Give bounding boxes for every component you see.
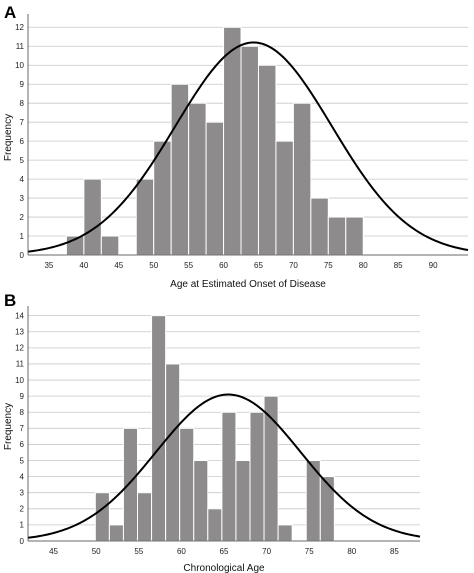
x-tick-label: 45 bbox=[114, 261, 123, 270]
x-tick-label: 60 bbox=[219, 261, 228, 270]
histogram-bar bbox=[235, 460, 251, 542]
y-tick-label: 8 bbox=[20, 408, 25, 417]
y-tick-label: 0 bbox=[20, 251, 25, 260]
normal-curve bbox=[27, 393, 421, 539]
histogram-bar bbox=[257, 64, 277, 256]
histogram-bar bbox=[94, 492, 110, 542]
y-tick-label: 12 bbox=[15, 344, 24, 353]
histogram-bar bbox=[193, 460, 209, 542]
y-tick-label: 10 bbox=[15, 376, 24, 385]
y-tick-label: 12 bbox=[15, 23, 24, 32]
histogram-bar bbox=[207, 508, 223, 542]
histogram-bar bbox=[221, 411, 237, 542]
y-tick-label: 8 bbox=[20, 99, 25, 108]
y-tick-label: 2 bbox=[20, 505, 25, 514]
y-tick-label: 3 bbox=[20, 489, 25, 498]
y-tick-label: 7 bbox=[20, 424, 25, 433]
x-tick-label: 70 bbox=[289, 261, 298, 270]
histogram-bar bbox=[327, 216, 347, 256]
histogram-bar bbox=[137, 492, 153, 542]
histogram-bar bbox=[223, 26, 242, 256]
histogram-bar bbox=[151, 315, 167, 542]
y-tick-label: 3 bbox=[20, 194, 25, 203]
panel-letter: A bbox=[4, 3, 16, 22]
histogram-bar bbox=[135, 178, 155, 256]
histogram-bar bbox=[205, 121, 225, 256]
histogram-bar bbox=[310, 197, 329, 256]
histogram-bar bbox=[345, 216, 364, 256]
x-tick-label: 85 bbox=[394, 261, 403, 270]
x-axis-label: Chronological Age bbox=[183, 563, 265, 573]
x-tick-label: 55 bbox=[134, 547, 143, 556]
y-tick-label: 11 bbox=[16, 360, 25, 369]
x-tick-label: 55 bbox=[184, 261, 193, 270]
y-tick-label: 14 bbox=[15, 311, 24, 320]
y-tick-label: 6 bbox=[20, 440, 25, 449]
panel-letter: B bbox=[4, 291, 16, 310]
x-tick-label: 35 bbox=[44, 261, 53, 270]
histogram-bar bbox=[83, 178, 102, 256]
y-tick-label: 5 bbox=[20, 456, 25, 465]
y-tick-label: 1 bbox=[20, 521, 25, 530]
y-axis-label: Frequency bbox=[3, 403, 14, 450]
x-tick-label: 50 bbox=[149, 261, 158, 270]
histogram-bar bbox=[249, 411, 265, 542]
y-tick-label: 7 bbox=[20, 118, 25, 127]
normal-curve bbox=[27, 41, 469, 253]
x-tick-label: 80 bbox=[359, 261, 368, 270]
y-tick-label: 6 bbox=[20, 137, 25, 146]
x-tick-label: 75 bbox=[324, 261, 333, 270]
x-tick-label: 90 bbox=[429, 261, 438, 270]
histogram-bar bbox=[188, 102, 207, 256]
y-tick-label: 4 bbox=[20, 175, 25, 184]
y-tick-label: 9 bbox=[20, 392, 25, 401]
y-tick-label: 10 bbox=[15, 61, 24, 70]
histogram-bar bbox=[277, 524, 293, 542]
y-axis-label: Frequency bbox=[3, 114, 14, 161]
histogram-bar bbox=[165, 363, 181, 542]
y-tick-label: 13 bbox=[15, 328, 24, 337]
histogram-bar bbox=[319, 476, 335, 542]
x-tick-label: 85 bbox=[390, 547, 399, 556]
histogram-bar bbox=[122, 427, 139, 542]
x-tick-label: 65 bbox=[254, 261, 263, 270]
y-tick-label: 4 bbox=[20, 472, 25, 481]
x-axis-label: Age at Estimated Onset of Disease bbox=[170, 279, 326, 290]
histogram-bar bbox=[292, 102, 312, 256]
x-tick-label: 65 bbox=[220, 547, 229, 556]
histogram-bar bbox=[179, 427, 195, 542]
histogram-bar bbox=[275, 140, 294, 256]
x-tick-label: 75 bbox=[305, 547, 314, 556]
y-tick-label: 1 bbox=[20, 232, 25, 241]
y-tick-label: 5 bbox=[20, 156, 25, 165]
histogram-bar bbox=[108, 524, 124, 542]
y-tick-label: 2 bbox=[20, 213, 25, 222]
y-tick-label: 9 bbox=[20, 80, 25, 89]
x-tick-label: 70 bbox=[262, 547, 271, 556]
histogram-bar bbox=[240, 45, 259, 256]
y-tick-label: 0 bbox=[20, 537, 25, 546]
x-tick-label: 60 bbox=[177, 547, 186, 556]
x-tick-label: 40 bbox=[79, 261, 88, 270]
y-tick-label: 11 bbox=[16, 42, 25, 51]
x-tick-label: 45 bbox=[49, 547, 58, 556]
histogram-bar bbox=[100, 235, 120, 256]
x-tick-label: 50 bbox=[92, 547, 101, 556]
x-tick-label: 80 bbox=[347, 547, 356, 556]
